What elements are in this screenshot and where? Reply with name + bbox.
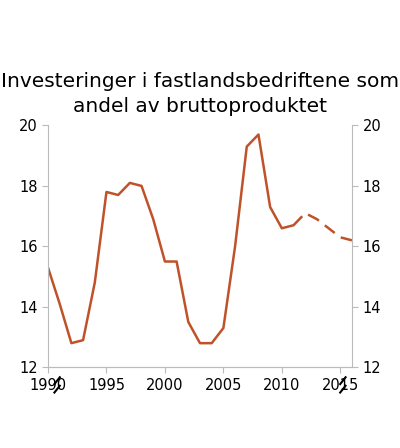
Title: Investeringer i fastlandsbedriftene som
andel av bruttoproduktet: Investeringer i fastlandsbedriftene som … (1, 72, 399, 116)
